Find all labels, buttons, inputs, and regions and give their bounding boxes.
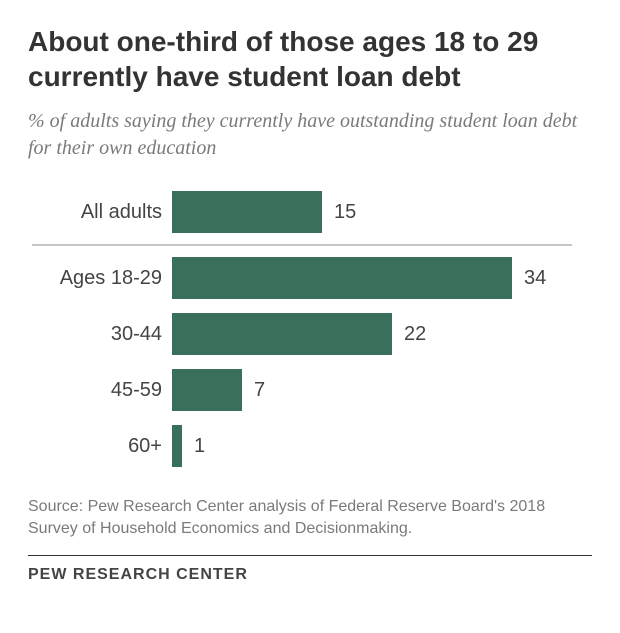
bar bbox=[172, 425, 182, 467]
bar-label: 30-44 bbox=[32, 323, 172, 346]
bar-label: All adults bbox=[32, 201, 172, 224]
brand-label: PEW RESEARCH CENTER bbox=[28, 566, 592, 584]
bar-row: All adults 15 bbox=[32, 188, 572, 236]
chart-subtitle: % of adults saying they currently have o… bbox=[28, 108, 592, 162]
bar-track: 7 bbox=[172, 366, 572, 414]
bar-row: Ages 18-29 34 bbox=[32, 254, 572, 302]
bar bbox=[172, 369, 242, 411]
bar-value: 34 bbox=[524, 267, 546, 290]
bar bbox=[172, 257, 512, 299]
chart-title: About one-third of those ages 18 to 29 c… bbox=[28, 24, 592, 94]
bar-track: 15 bbox=[172, 188, 572, 236]
bar bbox=[172, 191, 322, 233]
chart-divider bbox=[32, 244, 572, 246]
bar-row: 30-44 22 bbox=[32, 310, 572, 358]
bar-label: Ages 18-29 bbox=[32, 267, 172, 290]
footer-rule bbox=[28, 555, 592, 556]
bar-value: 1 bbox=[194, 435, 205, 458]
bar-label: 60+ bbox=[32, 435, 172, 458]
bar bbox=[172, 313, 392, 355]
bar-chart: All adults 15 Ages 18-29 34 30-44 22 45-59 7 60+… bbox=[28, 188, 592, 470]
bar-row: 45-59 7 bbox=[32, 366, 572, 414]
bar-track: 1 bbox=[172, 422, 572, 470]
bar-label: 45-59 bbox=[32, 379, 172, 402]
source-note: Source: Pew Research Center analysis of … bbox=[28, 496, 592, 541]
bar-track: 34 bbox=[172, 254, 572, 302]
bar-value: 22 bbox=[404, 323, 426, 346]
bar-value: 15 bbox=[334, 201, 356, 224]
bar-track: 22 bbox=[172, 310, 572, 358]
bar-value: 7 bbox=[254, 379, 265, 402]
bar-row: 60+ 1 bbox=[32, 422, 572, 470]
